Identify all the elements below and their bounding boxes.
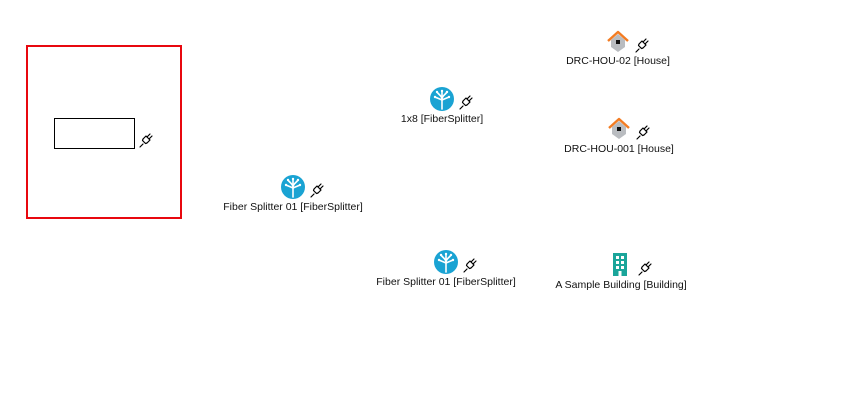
node-label: DRC-HOU-02 [House] <box>566 55 670 67</box>
node-label: Fiber Splitter 01 [FiberSplitter] <box>223 201 363 213</box>
node-label: Fiber Splitter 01 [FiberSplitter] <box>376 276 516 288</box>
node-label: A Sample Building [Building] <box>555 279 687 291</box>
fiber-splitter-icon[interactable] <box>281 175 305 199</box>
plug-connect-icon[interactable] <box>636 259 654 277</box>
plug-connect-icon[interactable] <box>633 36 651 54</box>
building-icon[interactable] <box>608 252 632 276</box>
house-icon[interactable] <box>606 29 630 53</box>
selection-frame[interactable] <box>26 45 182 219</box>
node-label: DRC-HOU-001 [House] <box>564 143 674 155</box>
plug-connect-icon[interactable] <box>137 131 155 149</box>
plug-connect-icon[interactable] <box>634 123 652 141</box>
plug-connect-icon[interactable] <box>461 256 479 274</box>
house-icon[interactable] <box>607 116 631 140</box>
plug-connect-icon[interactable] <box>308 181 326 199</box>
plug-connect-icon[interactable] <box>457 93 475 111</box>
fiber-splitter-icon[interactable] <box>434 250 458 274</box>
node-label: 1x8 [FiberSplitter] <box>400 113 484 125</box>
fiber-splitter-icon[interactable] <box>430 87 454 111</box>
selected-node-label-box[interactable] <box>54 118 135 149</box>
